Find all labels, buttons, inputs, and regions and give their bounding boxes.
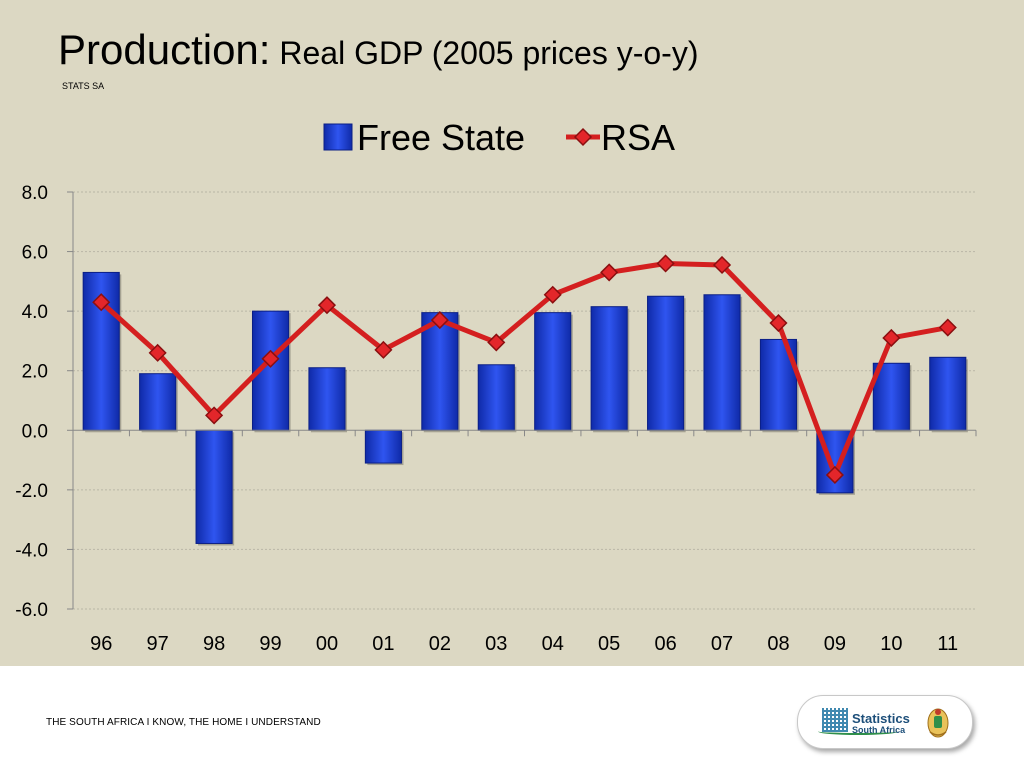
- x-tick-label: 06: [654, 633, 676, 655]
- coat-of-arms-icon: [927, 708, 949, 738]
- y-tick-label: -2.0: [15, 481, 48, 502]
- rsa-point: [148, 343, 167, 362]
- x-tick-label: 97: [147, 633, 169, 655]
- slide-background: [0, 0, 1024, 666]
- rsa-point: [769, 313, 788, 333]
- x-tick-label: 04: [542, 633, 564, 655]
- y-tick-label: -6.0: [15, 600, 48, 621]
- rsa-point: [261, 349, 280, 368]
- footer-tagline: THE SOUTH AFRICA I KNOW, THE HOME I UNDE…: [46, 717, 321, 728]
- rsa-point: [205, 406, 224, 425]
- swoosh-icon: [818, 728, 898, 735]
- slide-title: Production: Real GDP (2005 prices y-o-y): [58, 26, 698, 74]
- rsa-point: [430, 311, 449, 330]
- logo-line2: South Africa: [852, 725, 906, 735]
- rsa-point: [825, 465, 844, 485]
- title-main: Production:: [58, 26, 271, 73]
- logo-line1: Statistics: [852, 711, 910, 726]
- y-tick-label: 4.0: [22, 302, 48, 323]
- rsa-point: [543, 285, 562, 304]
- legend-swatch-free-state: [323, 123, 353, 151]
- bar-free-state: [590, 306, 628, 431]
- legend-label-rsa: RSA: [601, 117, 675, 158]
- legend-marker-rsa: [573, 127, 593, 147]
- bar-free-state: [929, 356, 967, 431]
- stats-sa-logo: Statistics South Africa: [797, 695, 973, 749]
- rsa-point: [938, 318, 957, 337]
- rsa-point: [600, 263, 619, 282]
- bar-free-state: [872, 362, 910, 431]
- bar-free-state: [308, 367, 346, 431]
- rsa-point: [882, 328, 901, 348]
- x-tick-label: 00: [316, 633, 338, 655]
- gdp-chart: 8.0 6.0 4.0 2.0 0.0 -2.0 -4.0 -6.0 96 97 98 99 00 01 0…: [15, 117, 977, 655]
- bar-free-state: [364, 429, 402, 464]
- x-tick-label: 08: [767, 633, 789, 655]
- x-tick-label: 11: [937, 633, 958, 655]
- x-tick-label: 09: [824, 633, 846, 655]
- rsa-line: [92, 254, 957, 485]
- y-tick-label: 0.0: [22, 421, 48, 442]
- rsa-point: [656, 254, 675, 273]
- axes: [67, 191, 977, 610]
- rsa-point: [712, 255, 732, 275]
- title-subtitle: Real GDP (2005 prices y-o-y): [279, 35, 699, 71]
- legend: Free State RSA: [323, 117, 675, 158]
- bar-free-state: [477, 364, 515, 431]
- gridlines: [73, 191, 976, 610]
- rsa-point: [487, 333, 506, 352]
- bar-free-state: [195, 429, 233, 544]
- x-tick-label: 07: [711, 633, 733, 655]
- x-tick-label: 05: [598, 633, 620, 655]
- legend-label-free-state: Free State: [357, 117, 525, 158]
- bar-free-state: [647, 295, 685, 431]
- bar-free-state: [703, 294, 741, 431]
- y-tick-label: 8.0: [22, 183, 48, 204]
- x-tick-label: 03: [485, 633, 507, 655]
- y-tick-label: 2.0: [22, 362, 48, 383]
- bar-free-state: [534, 312, 572, 431]
- x-tick-label: 02: [429, 633, 451, 655]
- tick-labels: 8.0 6.0 4.0 2.0 0.0 -2.0 -4.0 -6.0 96 97 98 99 00 01 0…: [15, 183, 958, 655]
- source-note: STATS SA: [62, 81, 105, 91]
- bar-free-state: [421, 312, 459, 431]
- x-tick-label: 98: [203, 633, 225, 655]
- x-tick-label: 10: [880, 633, 902, 655]
- x-tick-label: 01: [372, 633, 394, 655]
- bar-free-state: [139, 373, 177, 431]
- rsa-point: [374, 340, 393, 359]
- rsa-line-path: [99, 260, 949, 478]
- free-state-bars: [82, 271, 968, 546]
- rsa-point: [317, 296, 337, 315]
- x-tick-label: 96: [90, 633, 112, 655]
- y-tick-label: -4.0: [15, 540, 48, 561]
- y-tick-label: 6.0: [22, 243, 48, 264]
- x-tick-label: 99: [259, 633, 281, 655]
- rsa-point: [92, 293, 111, 312]
